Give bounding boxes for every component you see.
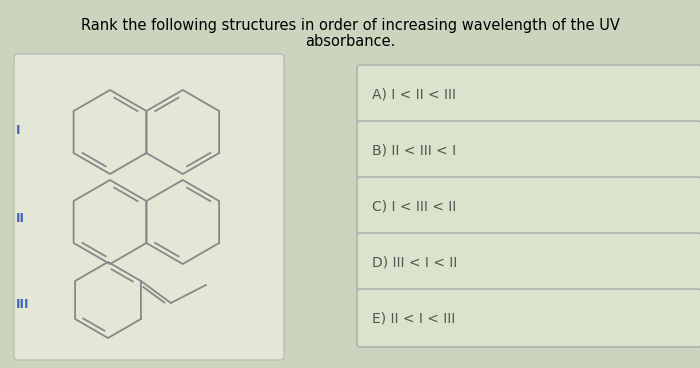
Text: absorbance.: absorbance. (304, 34, 395, 49)
FancyBboxPatch shape (357, 65, 700, 123)
Text: B) II < III < I: B) II < III < I (372, 143, 456, 157)
FancyBboxPatch shape (357, 233, 700, 291)
Text: Rank the following structures in order of increasing wavelength of the UV: Rank the following structures in order o… (80, 18, 620, 33)
FancyBboxPatch shape (357, 121, 700, 179)
Text: C) I < III < II: C) I < III < II (372, 199, 456, 213)
FancyBboxPatch shape (357, 289, 700, 347)
FancyBboxPatch shape (14, 54, 284, 360)
Text: I: I (16, 124, 20, 137)
Text: III: III (16, 298, 29, 311)
Text: II: II (16, 212, 25, 224)
Text: A) I < II < III: A) I < II < III (372, 87, 456, 101)
Text: D) III < I < II: D) III < I < II (372, 255, 457, 269)
FancyBboxPatch shape (357, 177, 700, 235)
Text: E) II < I < III: E) II < I < III (372, 311, 455, 325)
